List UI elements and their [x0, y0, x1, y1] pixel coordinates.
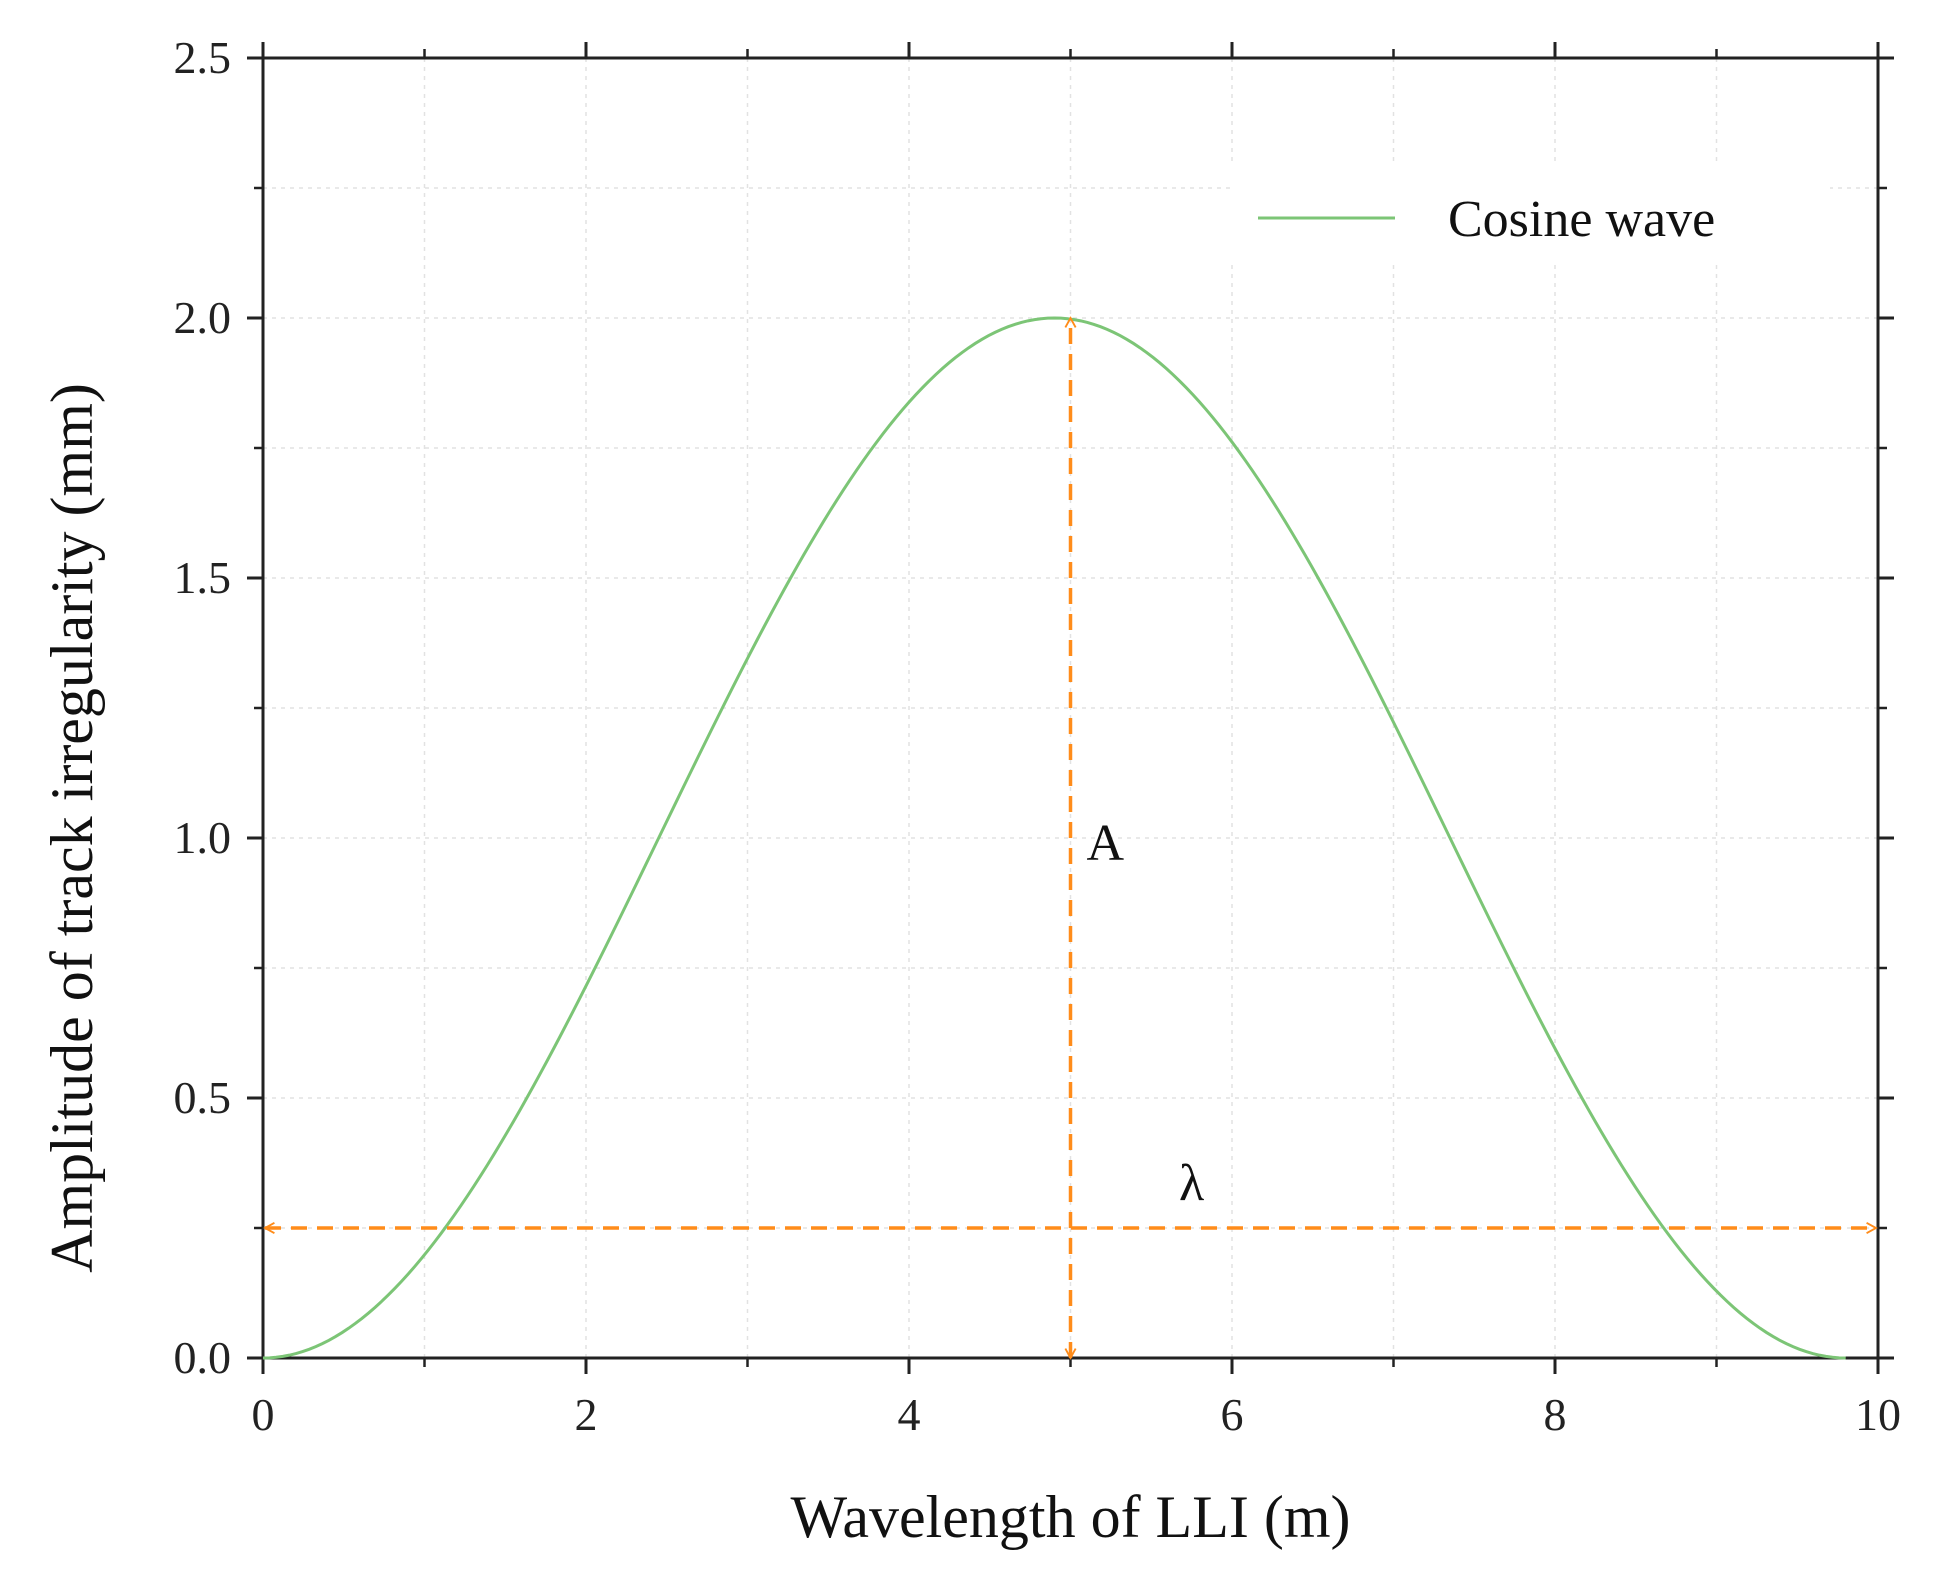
x-tick-label: 4 — [898, 1389, 921, 1440]
axis-ticks: 0 2 4 6 8 10 0.0 0.5 1.0 1.5 2.0 2.5 — [174, 32, 1902, 1440]
y-tick-label: 0.0 — [174, 1332, 232, 1383]
x-tick-label: 0 — [252, 1389, 275, 1440]
y-tick-label: 2.5 — [174, 32, 232, 83]
y-tick-label: 1.0 — [174, 812, 232, 863]
series-line-cosine-wave — [262, 316, 1846, 1360]
x-tick-label: 8 — [1544, 1389, 1567, 1440]
series-layer — [262, 316, 1846, 1360]
y-tick-label: 1.5 — [174, 552, 232, 603]
legend-box — [1230, 165, 1830, 265]
x-axis-title: Wavelength of LLI (m) — [791, 1484, 1351, 1550]
x-tick-label: 10 — [1855, 1389, 1901, 1440]
x-tick-label: 2 — [575, 1389, 598, 1440]
y-tick-label: 2.0 — [174, 292, 232, 343]
annotation-layer: Aλ — [265, 318, 1876, 1358]
legend-label-cosine-wave: Cosine wave — [1448, 191, 1715, 248]
y-axis-title: Amplitude of track irregularity (mm) — [39, 383, 105, 1273]
amplitude-label: A — [1087, 815, 1125, 872]
y-tick-label: 0.5 — [174, 1072, 232, 1123]
wavelength-label: λ — [1179, 1155, 1204, 1212]
x-tick-label: 6 — [1221, 1389, 1244, 1440]
legend: Cosine wave — [1230, 165, 1830, 265]
